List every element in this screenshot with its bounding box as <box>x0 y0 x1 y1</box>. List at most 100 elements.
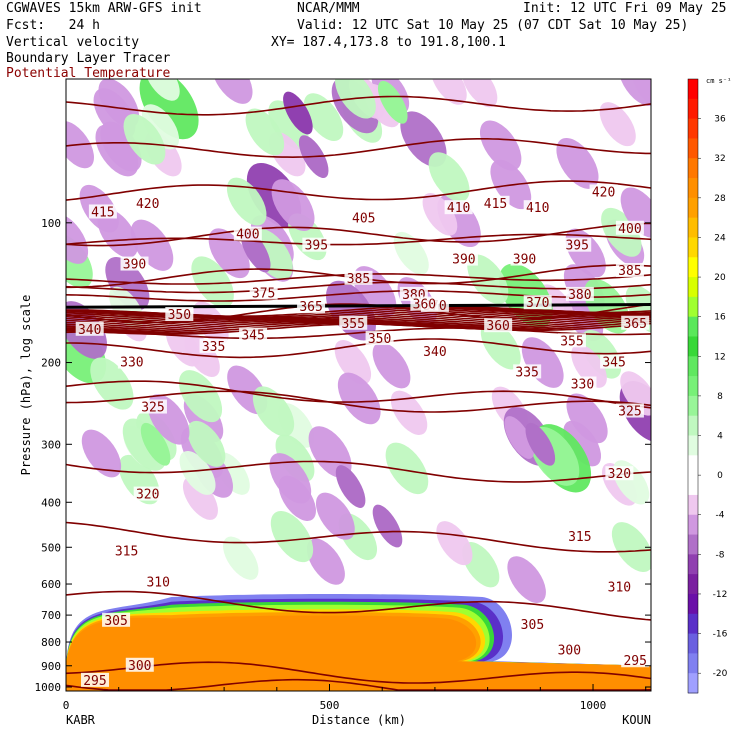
theta-contour-line <box>66 460 651 483</box>
velocity-cell <box>377 80 408 124</box>
theta-label: 410 <box>526 201 549 216</box>
colorbar-swatch <box>688 514 698 536</box>
theta-label: 405 <box>352 212 375 227</box>
theta-label-bg <box>420 344 449 359</box>
theta-label: 325 <box>618 405 641 420</box>
x-axis-title: Distance (km) <box>312 713 406 727</box>
field-boundary-layer-tracer: Boundary Layer Tracer <box>6 51 171 66</box>
velocity-cell <box>390 390 428 436</box>
forecast-hour: Fcst: 24 h <box>6 18 100 33</box>
velocity-cell <box>507 556 546 604</box>
y-tick-label: 300 <box>41 438 61 451</box>
colorbar-swatch <box>688 653 698 674</box>
theta-label-bg <box>410 296 439 311</box>
velocity-cell <box>141 104 180 150</box>
velocity-cell <box>566 393 608 444</box>
velocity-cell <box>428 152 470 202</box>
velocity-cell <box>208 228 250 279</box>
theta-contour-line <box>66 51 651 73</box>
velocity-cell <box>275 434 315 482</box>
theta-label: 360 <box>486 319 509 334</box>
theta-label: 345 <box>241 329 264 344</box>
velocity-cell <box>100 121 142 172</box>
theta-label: 375 <box>252 287 275 302</box>
colorbar-swatch <box>688 118 698 139</box>
theta-label: 340 <box>423 345 446 360</box>
velocity-cell <box>303 93 344 141</box>
y-axis-title: Pressure (hPa), log scale <box>19 295 33 476</box>
colorbar-label: 12 <box>714 352 725 362</box>
y-tick-label: 800 <box>41 636 61 649</box>
colorbar-swatch <box>688 138 698 159</box>
theta-label-bg <box>144 574 173 589</box>
theta-label-bg <box>605 579 634 594</box>
theta-label-bg <box>513 364 542 379</box>
colorbar-swatch <box>688 217 698 238</box>
theta-label-bg <box>133 486 162 501</box>
colorbar-label: -8 <box>716 550 725 560</box>
colorbar-label: 24 <box>714 233 726 243</box>
theta-label-bg <box>600 354 629 369</box>
theta-label-bg <box>165 307 194 322</box>
velocity-cell <box>372 342 411 389</box>
theta-contour-line <box>66 95 651 116</box>
y-tick-label: 700 <box>41 609 61 622</box>
colorbar-swatch <box>688 277 698 298</box>
source-label: NCAR/MMM <box>297 1 360 16</box>
theta-label-bg <box>233 226 262 241</box>
theta-label: 300 <box>558 644 581 659</box>
theta-label: 350 <box>368 332 391 347</box>
theta-label-bg <box>565 528 594 543</box>
init-time: Init: 12 UTC Fri 09 May 25 <box>523 1 727 16</box>
colorbar-label: 20 <box>714 273 726 283</box>
theta-label-bg <box>484 318 513 333</box>
colorbar-label: 36 <box>714 115 726 125</box>
y-tick-label: 200 <box>41 357 61 370</box>
velocity-cell <box>599 102 636 147</box>
theta-contour-line <box>66 290 651 302</box>
colorbar-label: 28 <box>714 194 726 204</box>
colorbar-label: 16 <box>714 313 726 323</box>
endpoint-left: KABR <box>66 713 96 727</box>
colorbar-label: -16 <box>713 630 728 640</box>
theta-contour-line <box>66 521 651 553</box>
y-tick-label: 500 <box>41 541 61 554</box>
colorbar <box>687 78 699 694</box>
velocity-cell <box>191 256 234 308</box>
theta-label-bg <box>349 210 378 225</box>
theta-label: 305 <box>104 614 127 629</box>
velocity-cell <box>283 91 313 135</box>
x-tick-label: 1000 <box>580 699 607 712</box>
theta-contour-line <box>66 678 651 691</box>
theta-label: 400 <box>236 228 259 243</box>
tropopause-line <box>66 303 651 309</box>
theta-label-bg <box>239 327 268 342</box>
theta-label-bg <box>555 642 584 657</box>
theta-label-bg <box>589 184 618 199</box>
theta-label-bg <box>339 315 368 330</box>
theta-label: 295 <box>83 674 106 689</box>
theta-label: 415 <box>484 197 507 212</box>
velocity-cell <box>480 321 521 370</box>
theta-label-bg <box>120 256 149 271</box>
x-axis: 0 500 1000 <box>63 684 647 712</box>
theta-label-bg <box>557 333 586 348</box>
theta-label-bg <box>481 195 510 210</box>
colorbar-swatch <box>688 197 698 219</box>
theta-label: 385 <box>347 272 370 287</box>
x-tick-label: 500 <box>320 699 340 712</box>
theta-label: 295 <box>623 654 646 669</box>
theta-label-bg <box>125 657 154 672</box>
theta-label-bg <box>565 286 594 301</box>
theta-label-bg <box>621 653 650 668</box>
velocity-cell <box>521 337 564 388</box>
valid-time: Valid: 12 UTC Sat 10 May 25 (07 CDT Sat … <box>297 18 689 33</box>
velocity-cell <box>611 522 651 573</box>
endpoint-right: KOUN <box>622 713 651 727</box>
colorbar-swatch <box>688 455 698 476</box>
theta-contours: 295 300 305 310 315 320 325 330 335 340 345 350 355 3… <box>66 51 651 691</box>
velocity-cell <box>335 465 366 508</box>
velocity-cell <box>618 79 651 106</box>
velocity-cell <box>525 422 556 466</box>
